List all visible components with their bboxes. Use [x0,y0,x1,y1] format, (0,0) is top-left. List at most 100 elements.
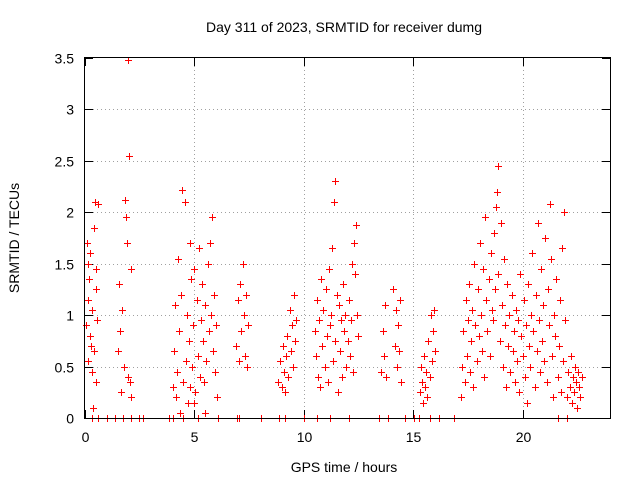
data-point [211,292,218,299]
data-point [397,297,404,304]
data-point [555,374,562,381]
data-point [510,348,517,355]
data-point [470,384,477,391]
data-point [480,266,487,273]
data-point [283,353,290,360]
data-point [203,358,210,365]
data-point [316,317,323,324]
data-point [429,358,436,365]
data-point [483,297,490,304]
data-point [535,220,542,227]
data-point [573,379,580,386]
y-tick-label: 1.5 [55,257,75,273]
data-point [553,276,560,283]
data-point [525,281,532,288]
data-point [537,369,544,376]
data-point [93,286,100,293]
data-point [332,338,339,345]
data-point [562,317,569,324]
data-point [431,307,438,314]
data-point [418,364,425,371]
data-point [315,374,322,381]
data-point [398,379,405,386]
y-tick-label: 3.5 [55,51,75,67]
data-point [189,364,196,371]
data-point [85,261,92,268]
data-point [489,307,496,314]
data-point [180,379,187,386]
data-point [318,276,325,283]
data-point [534,348,541,355]
data-point [390,286,397,293]
data-point [236,358,243,365]
data-point [541,358,548,365]
data-point [209,214,216,221]
data-point [244,364,251,371]
x-tick-label: 10 [297,429,313,445]
data-point [351,240,358,247]
data-point [86,276,93,283]
data-point [90,405,97,412]
data-point [549,353,556,360]
data-point [197,374,204,381]
data-point [170,384,177,391]
data-point [184,312,191,319]
data-point [463,297,470,304]
data-point [393,307,400,314]
data-point [527,364,534,371]
data-point [85,358,92,365]
data-point [173,394,180,401]
data-point [423,369,430,376]
data-point [568,353,575,360]
y-tick-label: 2 [66,205,74,221]
data-point [564,394,571,401]
data-point [188,276,195,283]
data-point [214,394,221,401]
data-point [292,338,299,345]
data-point [355,333,362,340]
data-point [95,201,102,208]
data-point [196,245,203,252]
grid [85,58,610,418]
data-point [482,214,489,221]
data-point [126,153,133,160]
data-point [314,297,321,304]
data-point [191,400,198,407]
data-point [521,297,528,304]
data-point [241,312,248,319]
data-point [484,328,491,335]
data-point [127,379,134,386]
data-point [342,312,349,319]
data-point [503,384,510,391]
data-point [491,230,498,237]
data-point [353,222,360,229]
data-point [341,328,348,335]
data-point [548,256,555,263]
data-point [345,338,352,345]
data-point [171,348,178,355]
data-point [327,322,334,329]
data-point [334,292,341,299]
data-point [579,374,586,381]
data-point [187,240,194,247]
data-point [91,225,98,232]
data-point [539,338,546,345]
y-tick-label: 3 [66,102,74,118]
y-axis-label: SRMTID / TECUs [6,183,22,293]
data-point [476,333,483,340]
data-point [574,405,581,412]
data-point [571,389,578,396]
data-point [332,178,339,185]
data-point [93,266,100,273]
data-point [378,369,385,376]
data-point [320,307,327,314]
data-point [526,343,533,350]
data-point [343,364,350,371]
data-point [328,312,335,319]
data-point [506,312,513,319]
data-point [331,199,338,206]
data-point [560,358,567,365]
data-point [515,317,522,324]
data-point [94,317,101,324]
data-point [313,353,320,360]
